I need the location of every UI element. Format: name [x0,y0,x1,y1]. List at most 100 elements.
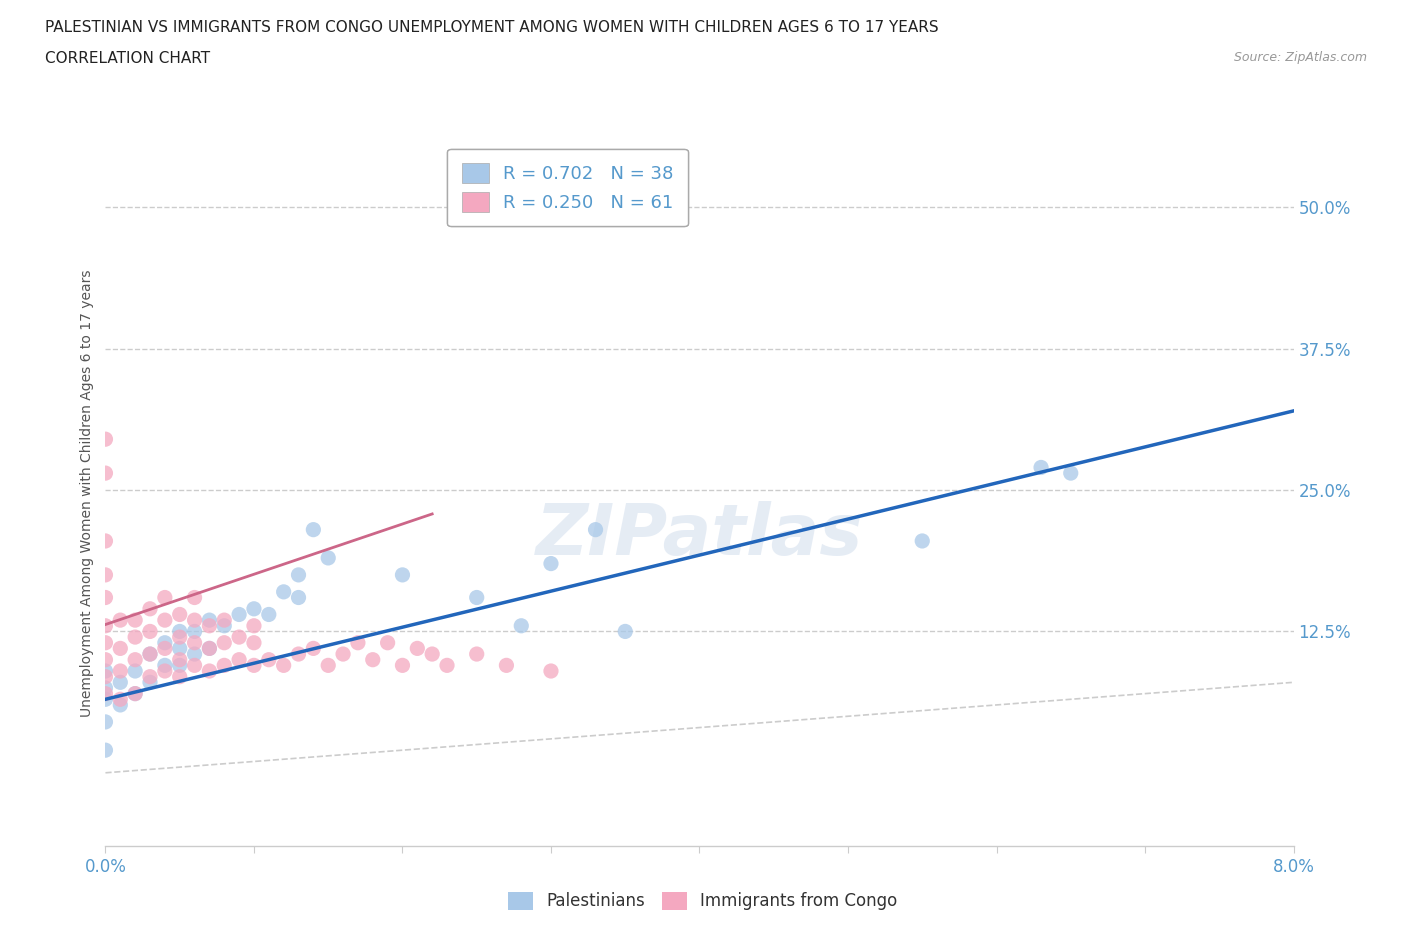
Point [1060,466,1083,481]
Point [183,646,205,661]
Point [302,523,325,538]
Point [124,652,146,667]
Point [198,664,221,679]
Point [198,618,221,633]
Point [94,681,117,696]
Point [183,624,205,639]
Point [183,635,205,650]
Point [153,658,176,672]
Point [391,658,413,672]
Point [169,630,191,644]
Point [183,590,205,604]
Point [153,635,176,650]
Point [94,664,117,679]
Point [316,658,339,672]
Point [361,652,384,667]
Point [347,635,370,650]
Point [198,641,221,656]
Point [139,602,162,617]
Point [273,584,295,599]
Text: PALESTINIAN VS IMMIGRANTS FROM CONGO UNEMPLOYMENT AMONG WOMEN WITH CHILDREN AGES: PALESTINIAN VS IMMIGRANTS FROM CONGO UNE… [45,20,939,35]
Point [94,670,117,684]
Point [540,664,562,679]
Point [377,635,399,650]
Y-axis label: Unemployment Among Women with Children Ages 6 to 17 years: Unemployment Among Women with Children A… [80,269,94,717]
Text: ZIPatlas: ZIPatlas [536,501,863,570]
Point [153,664,176,679]
Point [124,630,146,644]
Point [391,567,413,582]
Point [94,618,117,633]
Point [243,618,266,633]
Point [94,714,117,729]
Legend: Palestinians, Immigrants from Congo: Palestinians, Immigrants from Congo [502,885,904,917]
Point [287,646,309,661]
Point [169,658,191,672]
Point [228,630,250,644]
Point [214,635,236,650]
Point [94,635,117,650]
Point [94,692,117,707]
Point [228,607,250,622]
Point [214,613,236,628]
Point [287,567,309,582]
Point [139,624,162,639]
Point [420,646,443,661]
Point [169,624,191,639]
Point [110,692,132,707]
Legend: R = 0.702   N = 38, R = 0.250   N = 61: R = 0.702 N = 38, R = 0.250 N = 61 [447,149,688,226]
Point [436,658,458,672]
Point [495,658,517,672]
Point [316,551,339,565]
Point [169,652,191,667]
Point [257,652,280,667]
Point [94,567,117,582]
Point [139,646,162,661]
Point [302,641,325,656]
Point [124,613,146,628]
Point [94,590,117,604]
Point [139,670,162,684]
Point [94,743,117,758]
Point [94,432,117,446]
Point [1029,460,1052,475]
Point [287,590,309,604]
Point [465,590,488,604]
Point [214,618,236,633]
Point [214,658,236,672]
Point [110,613,132,628]
Point [257,607,280,622]
Text: Source: ZipAtlas.com: Source: ZipAtlas.com [1233,51,1367,64]
Point [124,664,146,679]
Point [139,646,162,661]
Point [124,686,146,701]
Point [911,534,934,549]
Point [124,686,146,701]
Point [465,646,488,661]
Point [139,675,162,690]
Point [110,675,132,690]
Point [110,664,132,679]
Point [94,534,117,549]
Point [332,646,354,661]
Point [243,658,266,672]
Point [243,602,266,617]
Point [153,613,176,628]
Point [169,670,191,684]
Point [183,658,205,672]
Point [510,618,533,633]
Text: CORRELATION CHART: CORRELATION CHART [45,51,209,66]
Point [153,641,176,656]
Point [110,641,132,656]
Point [169,607,191,622]
Point [94,466,117,481]
Point [585,523,607,538]
Point [406,641,429,656]
Point [110,698,132,712]
Point [614,624,637,639]
Point [94,652,117,667]
Point [94,686,117,701]
Point [153,590,176,604]
Point [540,556,562,571]
Point [183,613,205,628]
